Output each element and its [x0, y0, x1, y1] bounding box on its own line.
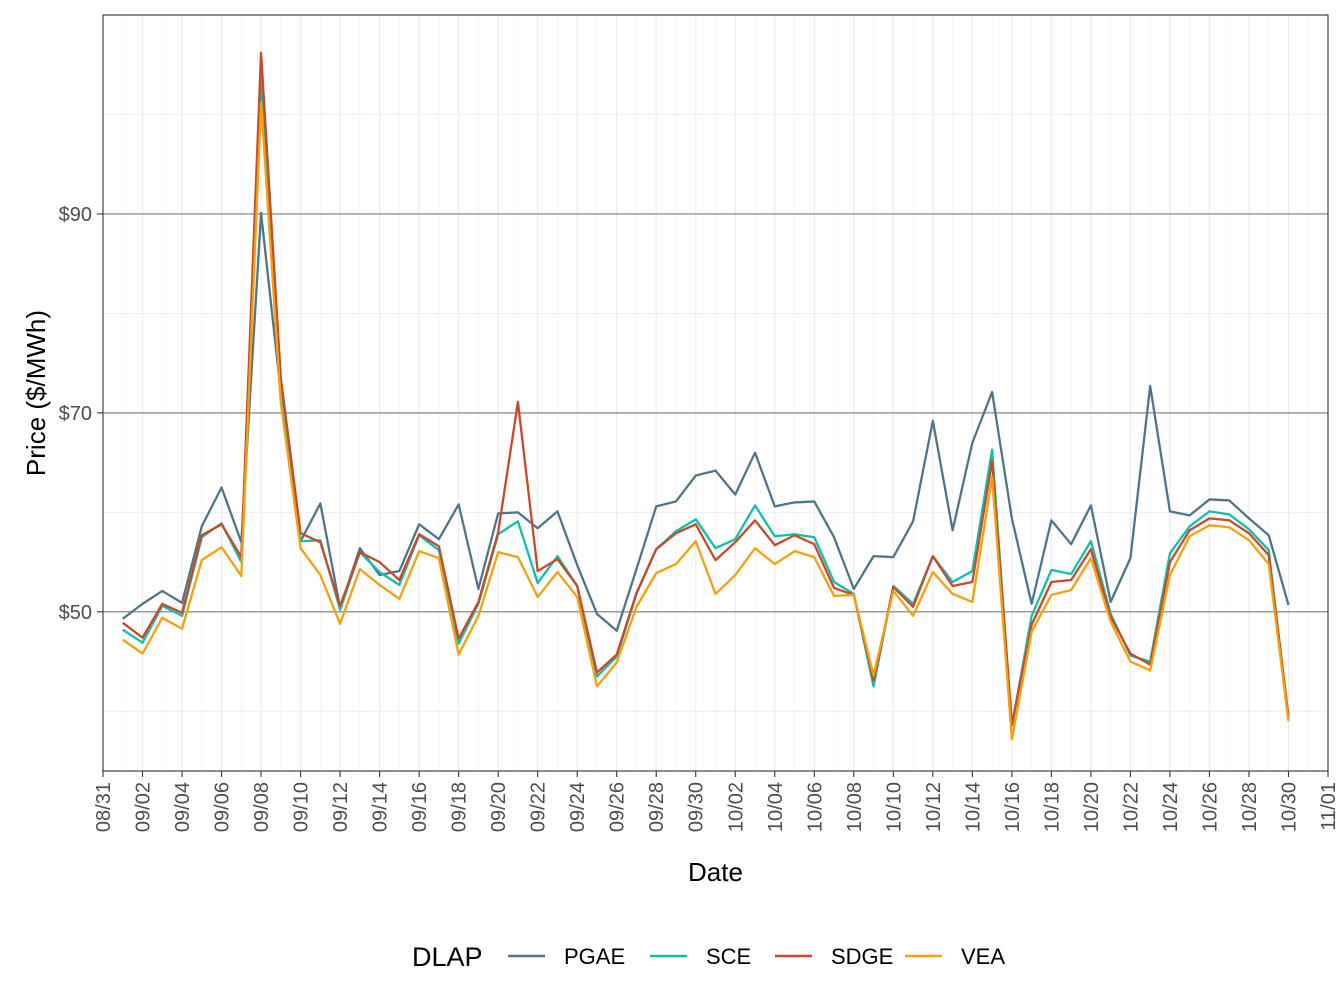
- legend-label-sdge: SDGE: [831, 944, 893, 969]
- x-tick-label: 10/10: [883, 782, 905, 832]
- legend-label-pgae: PGAE: [564, 944, 625, 969]
- x-tick-label: 08/31: [93, 782, 115, 832]
- x-tick-label: 10/14: [962, 782, 984, 832]
- x-tick-label: 09/28: [646, 782, 668, 832]
- x-tick-label: 10/22: [1120, 782, 1142, 832]
- y-axis: $50 $70 $90: [59, 204, 103, 624]
- x-tick-label: 09/16: [409, 782, 431, 832]
- x-tick-label: 10/26: [1199, 782, 1221, 832]
- x-tick-label: 09/20: [488, 782, 510, 832]
- y-tick-label: $50: [59, 602, 92, 624]
- x-axis: 08/31 09/02 09/04 09/06 09/08 09/10 09/12 09/14…: [93, 771, 1340, 832]
- x-tick-label: 09/22: [528, 782, 550, 832]
- x-tick-label: 10/04: [765, 782, 787, 832]
- x-tick-label: 10/06: [804, 782, 826, 832]
- x-tick-label: 10/24: [1160, 782, 1182, 832]
- series-lines: [122, 51, 1290, 741]
- x-axis-title: Date: [688, 857, 743, 887]
- series-line-sdge: [122, 51, 1290, 726]
- x-tick-label: 09/18: [449, 782, 471, 832]
- x-tick-label: 09/12: [330, 782, 352, 832]
- x-tick-label: 09/24: [567, 782, 589, 832]
- legend-label-vea: VEA: [961, 944, 1005, 969]
- series-line-vea: [122, 101, 1290, 741]
- x-tick-label: 09/04: [172, 782, 194, 832]
- x-tick-label: 10/30: [1278, 782, 1300, 832]
- x-tick-label: 09/14: [370, 782, 392, 832]
- x-tick-label: 11/01: [1318, 782, 1340, 831]
- x-tick-label: 10/02: [725, 782, 747, 832]
- x-tick-label: 09/02: [133, 782, 155, 832]
- x-tick-label: 09/06: [212, 782, 234, 832]
- y-axis-title: Price ($/MWh): [21, 310, 51, 476]
- x-tick-label: 09/10: [291, 782, 313, 832]
- x-tick-label: 09/26: [607, 782, 629, 832]
- x-tick-label: 10/12: [923, 782, 945, 832]
- x-tick-label: 10/16: [1002, 782, 1024, 832]
- minor-gridlines: [103, 15, 1328, 771]
- y-tick-label: $90: [59, 204, 92, 226]
- x-tick-label: 09/30: [686, 782, 708, 832]
- x-tick-label: 10/18: [1041, 782, 1063, 832]
- x-tick-label: 10/08: [844, 782, 866, 832]
- plot-panel-border: [102, 14, 1329, 772]
- legend-title: DLAP: [412, 942, 483, 972]
- legend-label-sce: SCE: [706, 944, 751, 969]
- legend: DLAP PGAE SCE SDGE VEA: [412, 942, 1005, 972]
- y-tick-label: $70: [59, 403, 92, 425]
- x-tick-label: 10/20: [1081, 782, 1103, 832]
- x-tick-label: 09/08: [251, 782, 273, 832]
- x-tick-label: 10/28: [1239, 782, 1261, 832]
- series-line-pgae: [122, 211, 1290, 632]
